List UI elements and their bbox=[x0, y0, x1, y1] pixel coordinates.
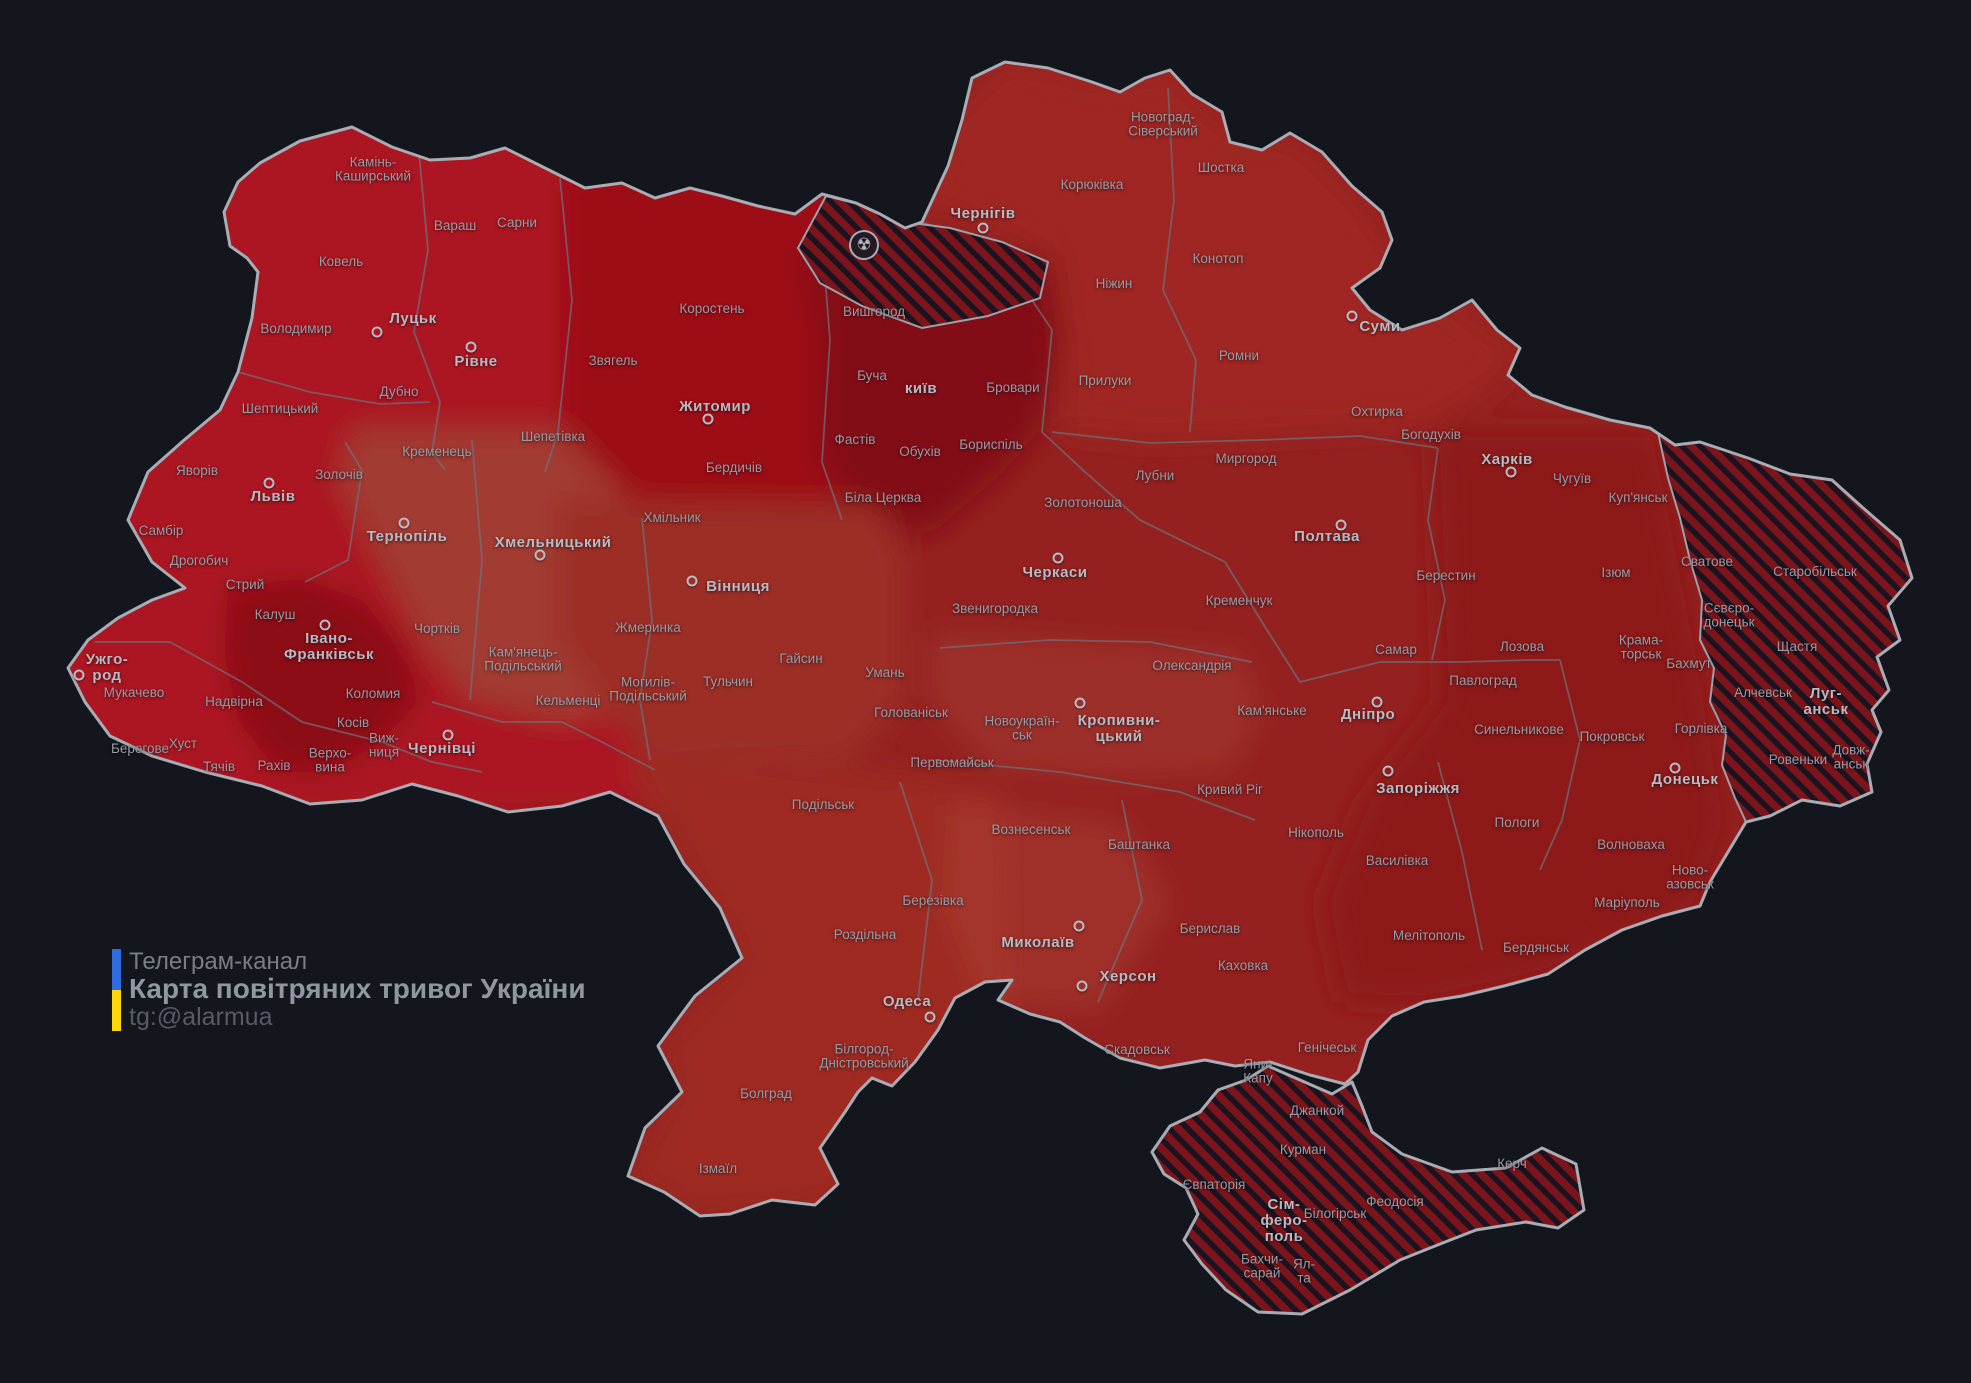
legend-channel-label: Телеграм-канал bbox=[129, 948, 308, 975]
legend-tg-handle: tg:@alarmua bbox=[129, 1003, 273, 1032]
legend-map-title: Карта повітряних тривог України bbox=[129, 973, 586, 1005]
flag-blue-segment bbox=[112, 949, 121, 990]
flag-yellow-segment bbox=[112, 989, 121, 1031]
radiation-icon: ☢ bbox=[849, 230, 879, 260]
country-outline bbox=[66, 60, 1914, 1316]
legend-text: Телеграм-канал Карта повітряних тривог У… bbox=[129, 949, 586, 1031]
legend: Телеграм-канал Карта повітряних тривог У… bbox=[112, 949, 586, 1031]
ukraine-flag-bar bbox=[112, 949, 121, 1031]
occupied-crimea-hatch bbox=[1150, 1064, 1586, 1314]
